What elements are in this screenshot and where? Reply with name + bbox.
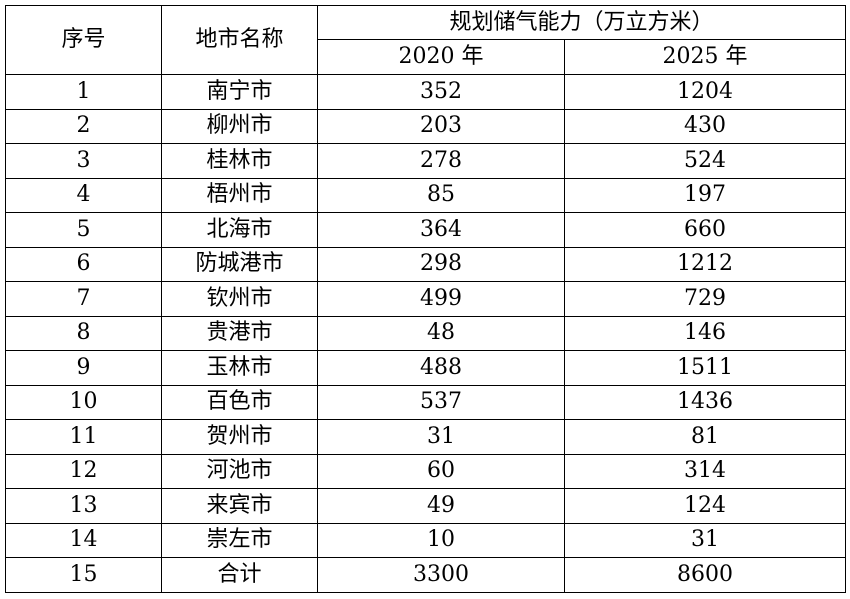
header-index: 序号 <box>5 5 162 75</box>
cell-2020: 298 <box>317 246 565 282</box>
cell-index: 1 <box>5 74 162 110</box>
cell-2025: 1204 <box>563 74 847 110</box>
cell-index: 7 <box>5 281 162 317</box>
cell-2020: 85 <box>317 177 565 213</box>
cell-index: 3 <box>5 143 162 179</box>
cell-city: 河池市 <box>161 453 318 489</box>
cell-index: 4 <box>5 177 162 213</box>
table-row: 10 百色市 537 1436 <box>5 384 847 420</box>
table-row: 15 合计 3300 8600 <box>5 557 847 593</box>
table-row: 6 防城港市 298 1212 <box>5 246 847 282</box>
cell-2025: 314 <box>563 453 847 489</box>
cell-city: 南宁市 <box>161 74 318 110</box>
cell-2025: 524 <box>563 143 847 179</box>
table-row: 13 来宾市 49 124 <box>5 488 847 524</box>
table-row: 11 贺州市 31 81 <box>5 419 847 455</box>
cell-2025: 197 <box>563 177 847 213</box>
cell-2025: 146 <box>563 315 847 351</box>
storage-capacity-table: 序号 地市名称 规划储气能力（万立方米） 2020 年 2025 年 1 南宁市 3… <box>5 5 847 593</box>
cell-index: 9 <box>5 350 162 386</box>
table-row: 2 柳州市 203 430 <box>5 108 847 144</box>
cell-2020: 352 <box>317 74 565 110</box>
cell-2020: 49 <box>317 488 565 524</box>
header-city: 地市名称 <box>161 5 318 75</box>
cell-2020: 60 <box>317 453 565 489</box>
table-row: 7 钦州市 499 729 <box>5 281 847 317</box>
cell-index: 11 <box>5 419 162 455</box>
table-row: 14 崇左市 10 31 <box>5 522 847 558</box>
cell-city: 崇左市 <box>161 522 318 558</box>
cell-2025: 31 <box>563 522 847 558</box>
cell-2020: 48 <box>317 315 565 351</box>
cell-city: 桂林市 <box>161 143 318 179</box>
header-row-1: 序号 地市名称 规划储气能力（万立方米） <box>5 5 847 75</box>
cell-city: 合计 <box>161 557 318 593</box>
cell-2020: 499 <box>317 281 565 317</box>
cell-index: 14 <box>5 522 162 558</box>
table-row: 8 贵港市 48 146 <box>5 315 847 351</box>
cell-city: 防城港市 <box>161 246 318 282</box>
cell-2020: 31 <box>317 419 565 455</box>
table-row: 9 玉林市 488 1511 <box>5 350 847 386</box>
cell-city: 贺州市 <box>161 419 318 455</box>
cell-2020: 10 <box>317 522 565 558</box>
cell-2025: 729 <box>563 281 847 317</box>
cell-city: 来宾市 <box>161 488 318 524</box>
cell-index: 8 <box>5 315 162 351</box>
cell-index: 12 <box>5 453 162 489</box>
cell-city: 百色市 <box>161 384 318 420</box>
cell-city: 玉林市 <box>161 350 318 386</box>
cell-2025: 81 <box>563 419 847 455</box>
cell-index: 5 <box>5 212 162 248</box>
cell-city: 柳州市 <box>161 108 318 144</box>
table-row: 1 南宁市 352 1204 <box>5 74 847 110</box>
table-row: 3 桂林市 278 524 <box>5 143 847 179</box>
header-row-2: 2020 年 2025 年 <box>6 39 847 75</box>
table-body: 1 南宁市 352 1204 2 柳州市 203 430 3 桂林市 278 524 4 梧州市 85 197… <box>5 74 847 593</box>
cell-2020: 364 <box>317 212 565 248</box>
header-year-2020: 2020 年 <box>317 39 565 75</box>
cell-city: 贵港市 <box>161 315 318 351</box>
cell-index: 10 <box>5 384 162 420</box>
cell-index: 13 <box>5 488 162 524</box>
cell-2025: 430 <box>563 108 847 144</box>
cell-2025: 1436 <box>563 384 847 420</box>
table-row: 5 北海市 364 660 <box>5 212 847 248</box>
header-year-2025: 2025 年 <box>563 39 847 75</box>
cell-2025: 8600 <box>563 557 847 593</box>
cell-city: 北海市 <box>161 212 318 248</box>
cell-index: 2 <box>5 108 162 144</box>
cell-2020: 537 <box>317 384 565 420</box>
cell-2020: 203 <box>317 108 565 144</box>
cell-index: 15 <box>5 557 162 593</box>
cell-2025: 124 <box>563 488 847 524</box>
cell-index: 6 <box>5 246 162 282</box>
cell-2025: 1511 <box>563 350 847 386</box>
header-capacity-group: 规划储气能力（万立方米） <box>316 5 847 40</box>
table-row: 12 河池市 60 314 <box>5 453 847 489</box>
cell-2025: 660 <box>563 212 847 248</box>
table-row: 4 梧州市 85 197 <box>5 177 847 213</box>
cell-2020: 278 <box>317 143 565 179</box>
cell-2020: 488 <box>317 350 565 386</box>
cell-2025: 1212 <box>563 246 847 282</box>
cell-2020: 3300 <box>317 557 565 593</box>
cell-city: 钦州市 <box>161 281 318 317</box>
cell-city: 梧州市 <box>161 177 318 213</box>
table-wrapper: 序号 地市名称 规划储气能力（万立方米） 2020 年 2025 年 1 南宁市 3… <box>5 5 847 593</box>
